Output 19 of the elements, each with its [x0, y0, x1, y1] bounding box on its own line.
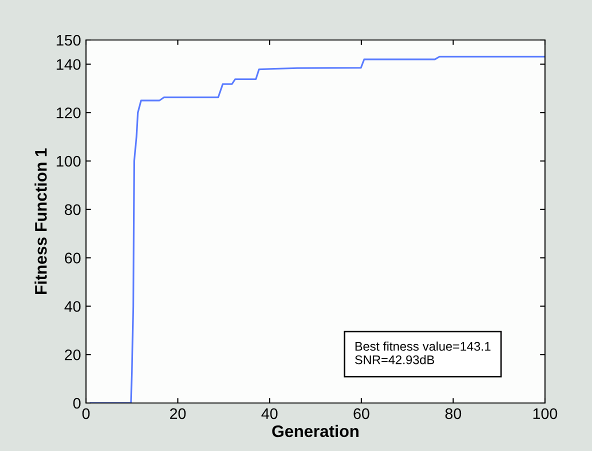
x-tick-label: 80: [445, 408, 462, 420]
y-tick-label: 150: [56, 34, 81, 46]
y-tick-label: 140: [56, 59, 81, 70]
x-tick-label: 40: [261, 408, 278, 420]
x-tick-label: 20: [170, 408, 186, 420]
y-tick-label: 20: [64, 349, 81, 360]
x-tick-label: 100: [533, 408, 558, 420]
annotation: Best fitness value=143.1 SNR=42.93dB: [355, 342, 490, 364]
y-tick-label: 0: [73, 398, 81, 409]
y-tick-label: 120: [56, 107, 81, 118]
y-tick-label: 80: [64, 204, 81, 216]
y-tick-label: 40: [64, 301, 81, 312]
x-axis-title: Generation: [272, 424, 358, 438]
y-axis-title: Fitness Function 1: [34, 148, 47, 294]
y-tick-label: 100: [56, 156, 81, 167]
x-tick-label: 60: [354, 408, 370, 420]
line-series: [90, 56, 545, 403]
y-tick-label: 60: [64, 252, 81, 264]
x-tick-label: 0: [82, 408, 90, 420]
